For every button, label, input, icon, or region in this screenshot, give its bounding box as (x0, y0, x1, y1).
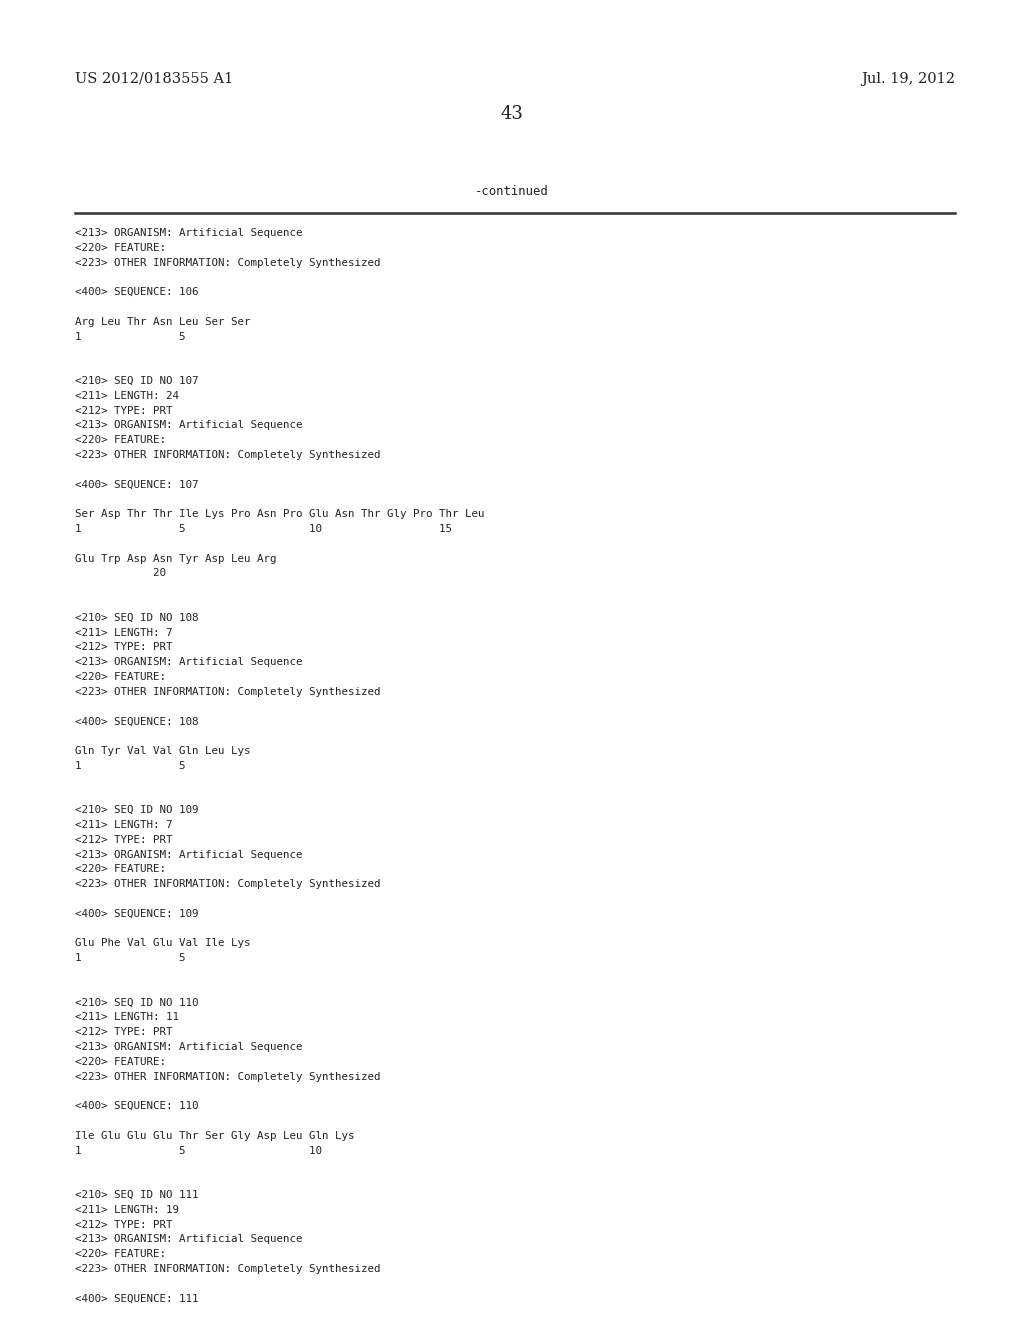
Text: 1               5: 1 5 (75, 331, 185, 342)
Text: <400> SEQUENCE: 108: <400> SEQUENCE: 108 (75, 717, 199, 726)
Text: Arg Leu Thr Asn Leu Ser Ser: Arg Leu Thr Asn Leu Ser Ser (75, 317, 251, 327)
Text: <212> TYPE: PRT: <212> TYPE: PRT (75, 1220, 172, 1230)
Text: <223> OTHER INFORMATION: Completely Synthesized: <223> OTHER INFORMATION: Completely Synt… (75, 879, 381, 890)
Text: <212> TYPE: PRT: <212> TYPE: PRT (75, 643, 172, 652)
Text: 1               5                   10                  15: 1 5 10 15 (75, 524, 452, 535)
Text: <223> OTHER INFORMATION: Completely Synthesized: <223> OTHER INFORMATION: Completely Synt… (75, 1072, 381, 1081)
Text: <213> ORGANISM: Artificial Sequence: <213> ORGANISM: Artificial Sequence (75, 420, 302, 430)
Text: Gln Tyr Val Val Gln Leu Lys: Gln Tyr Val Val Gln Leu Lys (75, 746, 251, 756)
Text: <400> SEQUENCE: 111: <400> SEQUENCE: 111 (75, 1294, 199, 1304)
Text: Ser Asp Thr Thr Ile Lys Pro Asn Pro Glu Asn Thr Gly Pro Thr Leu: Ser Asp Thr Thr Ile Lys Pro Asn Pro Glu … (75, 510, 484, 519)
Text: <211> LENGTH: 11: <211> LENGTH: 11 (75, 1012, 179, 1023)
Text: <211> LENGTH: 7: <211> LENGTH: 7 (75, 627, 172, 638)
Text: <220> FEATURE:: <220> FEATURE: (75, 1057, 166, 1067)
Text: <220> FEATURE:: <220> FEATURE: (75, 436, 166, 445)
Text: <211> LENGTH: 24: <211> LENGTH: 24 (75, 391, 179, 401)
Text: <213> ORGANISM: Artificial Sequence: <213> ORGANISM: Artificial Sequence (75, 657, 302, 667)
Text: <210> SEQ ID NO 109: <210> SEQ ID NO 109 (75, 805, 199, 816)
Text: <210> SEQ ID NO 111: <210> SEQ ID NO 111 (75, 1191, 199, 1200)
Text: <400> SEQUENCE: 107: <400> SEQUENCE: 107 (75, 479, 199, 490)
Text: <213> ORGANISM: Artificial Sequence: <213> ORGANISM: Artificial Sequence (75, 228, 302, 238)
Text: 1               5: 1 5 (75, 760, 185, 771)
Text: US 2012/0183555 A1: US 2012/0183555 A1 (75, 73, 233, 86)
Text: -continued: -continued (475, 185, 549, 198)
Text: Jul. 19, 2012: Jul. 19, 2012 (861, 73, 955, 86)
Text: <213> ORGANISM: Artificial Sequence: <213> ORGANISM: Artificial Sequence (75, 1234, 302, 1245)
Text: <211> LENGTH: 7: <211> LENGTH: 7 (75, 820, 172, 830)
Text: <212> TYPE: PRT: <212> TYPE: PRT (75, 834, 172, 845)
Text: <213> ORGANISM: Artificial Sequence: <213> ORGANISM: Artificial Sequence (75, 850, 302, 859)
Text: <220> FEATURE:: <220> FEATURE: (75, 243, 166, 253)
Text: <211> LENGTH: 19: <211> LENGTH: 19 (75, 1205, 179, 1214)
Text: 43: 43 (501, 106, 523, 123)
Text: <223> OTHER INFORMATION: Completely Synthesized: <223> OTHER INFORMATION: Completely Synt… (75, 450, 381, 459)
Text: <220> FEATURE:: <220> FEATURE: (75, 672, 166, 682)
Text: <210> SEQ ID NO 108: <210> SEQ ID NO 108 (75, 612, 199, 623)
Text: Glu Phe Val Glu Val Ile Lys: Glu Phe Val Glu Val Ile Lys (75, 939, 251, 948)
Text: <213> ORGANISM: Artificial Sequence: <213> ORGANISM: Artificial Sequence (75, 1041, 302, 1052)
Text: 1               5: 1 5 (75, 953, 185, 964)
Text: <223> OTHER INFORMATION: Completely Synthesized: <223> OTHER INFORMATION: Completely Synt… (75, 257, 381, 268)
Text: Glu Trp Asp Asn Tyr Asp Leu Arg: Glu Trp Asp Asn Tyr Asp Leu Arg (75, 553, 276, 564)
Text: <223> OTHER INFORMATION: Completely Synthesized: <223> OTHER INFORMATION: Completely Synt… (75, 686, 381, 697)
Text: <223> OTHER INFORMATION: Completely Synthesized: <223> OTHER INFORMATION: Completely Synt… (75, 1265, 381, 1274)
Text: <212> TYPE: PRT: <212> TYPE: PRT (75, 1027, 172, 1038)
Text: <400> SEQUENCE: 110: <400> SEQUENCE: 110 (75, 1101, 199, 1111)
Text: <220> FEATURE:: <220> FEATURE: (75, 1249, 166, 1259)
Text: <220> FEATURE:: <220> FEATURE: (75, 865, 166, 874)
Text: 20: 20 (75, 569, 166, 578)
Text: <400> SEQUENCE: 109: <400> SEQUENCE: 109 (75, 908, 199, 919)
Text: <210> SEQ ID NO 107: <210> SEQ ID NO 107 (75, 376, 199, 385)
Text: <210> SEQ ID NO 110: <210> SEQ ID NO 110 (75, 998, 199, 1007)
Text: Ile Glu Glu Glu Thr Ser Gly Asp Leu Gln Lys: Ile Glu Glu Glu Thr Ser Gly Asp Leu Gln … (75, 1131, 354, 1140)
Text: <212> TYPE: PRT: <212> TYPE: PRT (75, 405, 172, 416)
Text: 1               5                   10: 1 5 10 (75, 1146, 322, 1155)
Text: <400> SEQUENCE: 106: <400> SEQUENCE: 106 (75, 288, 199, 297)
